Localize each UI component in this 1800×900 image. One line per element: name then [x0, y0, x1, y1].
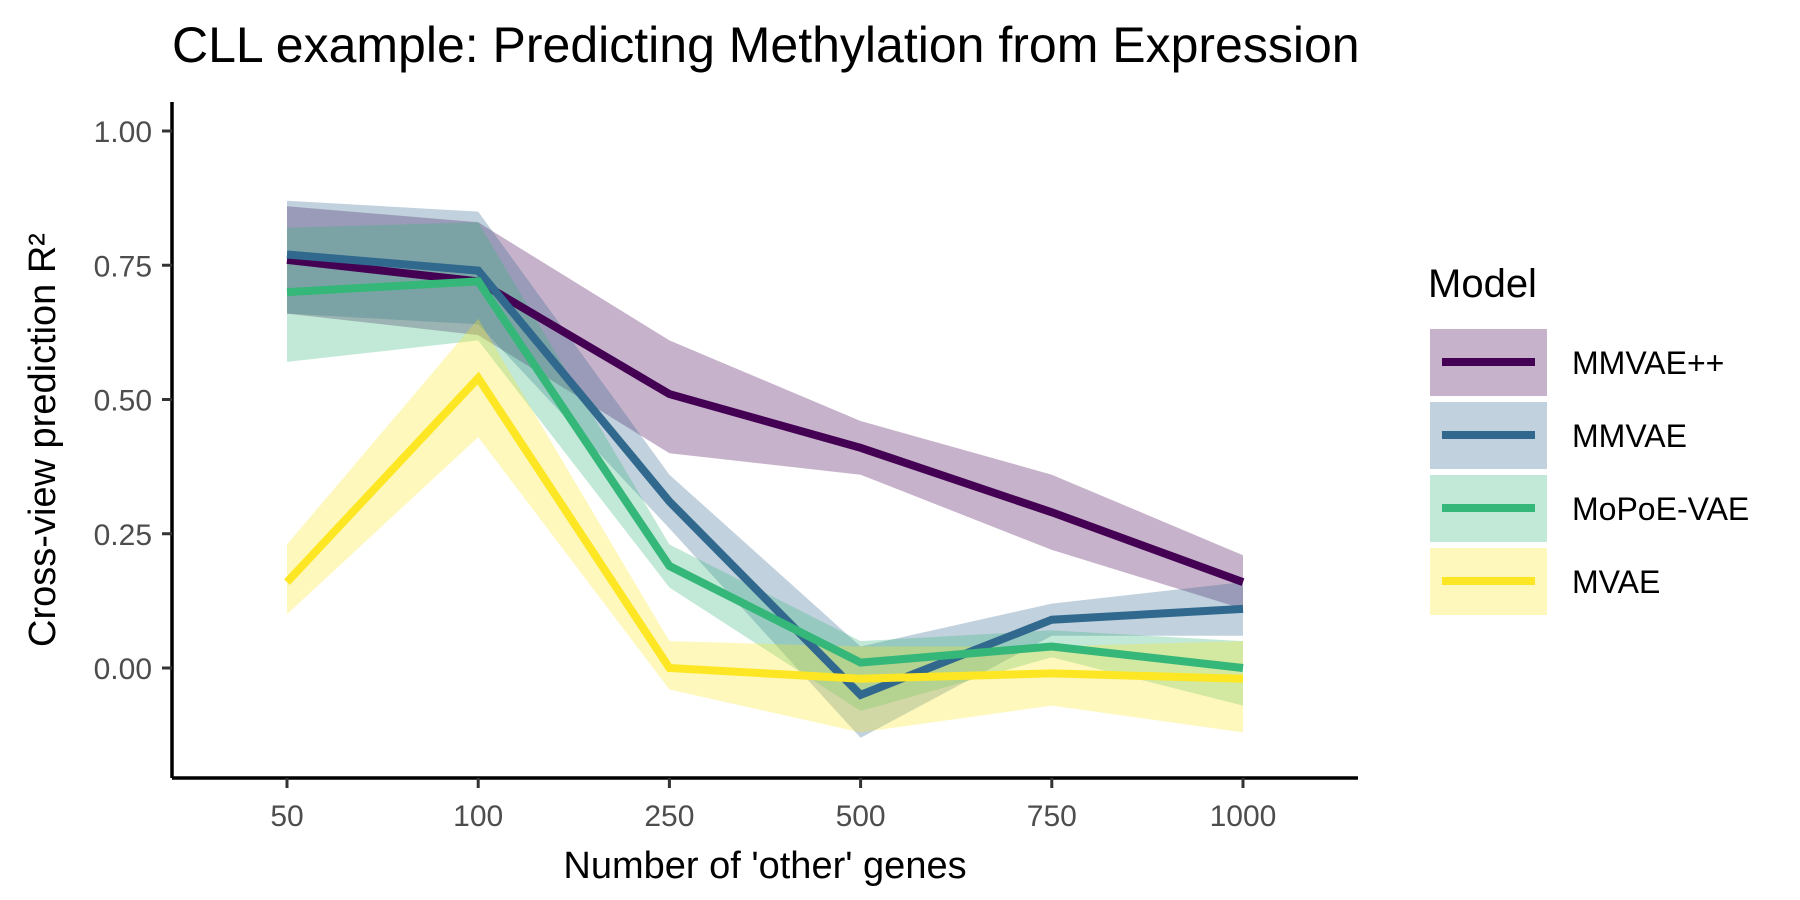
line-mmvae	[286, 250, 1244, 700]
legend-item-mopoe-vae[interactable]: MoPoE-VAE	[1430, 475, 1749, 542]
y-tick-label: 0.75	[94, 250, 152, 283]
line-mopoe-vae	[286, 277, 1244, 672]
x-tick-label: 750	[1027, 800, 1077, 833]
line-mmvae	[286, 255, 1245, 586]
y-tick-label: 0.25	[94, 519, 152, 552]
band-mvae	[287, 318, 1243, 733]
legend-label: MMVAE++	[1572, 345, 1724, 381]
y-tick-label: 1.00	[94, 116, 152, 149]
x-tick-label: 250	[644, 800, 694, 833]
x-tick-label: 50	[270, 800, 303, 833]
x-axis-title: Number of 'other' genes	[563, 845, 966, 887]
legend[interactable]: Model MMVAE++ MMVAE MoPoE-VAE MVAE	[1428, 262, 1749, 615]
legend-label: MoPoE-VAE	[1572, 491, 1749, 527]
chart-title: CLL example: Predicting Methylation from…	[172, 17, 1360, 73]
legend-title: Model	[1428, 262, 1537, 306]
series-lines	[284, 250, 1245, 700]
y-tick-label: 0.50	[94, 385, 152, 418]
y-tick-label: 0.00	[94, 653, 152, 686]
y-axis-title: Cross-view prediction R²	[22, 233, 64, 647]
legend-item-mmvae[interactable]: MMVAE	[1430, 402, 1687, 469]
x-tick-label: 100	[453, 800, 503, 833]
x-tick-label: 1000	[1210, 800, 1277, 833]
legend-label: MVAE	[1572, 564, 1660, 600]
x-tick-label: 500	[836, 800, 886, 833]
band-mmvae	[287, 200, 1243, 738]
y-axis-ticks: 0.00 0.25 0.50 0.75 1.00	[94, 116, 172, 686]
line-mvae	[284, 371, 1244, 683]
legend-item-mmvae[interactable]: MMVAE++	[1430, 329, 1724, 396]
band-mopoe-vae	[287, 222, 1243, 712]
x-axis-ticks: 50 100 250 500 750 1000	[270, 778, 1276, 833]
legend-label: MMVAE	[1572, 418, 1687, 454]
legend-item-mvae[interactable]: MVAE	[1430, 548, 1660, 615]
